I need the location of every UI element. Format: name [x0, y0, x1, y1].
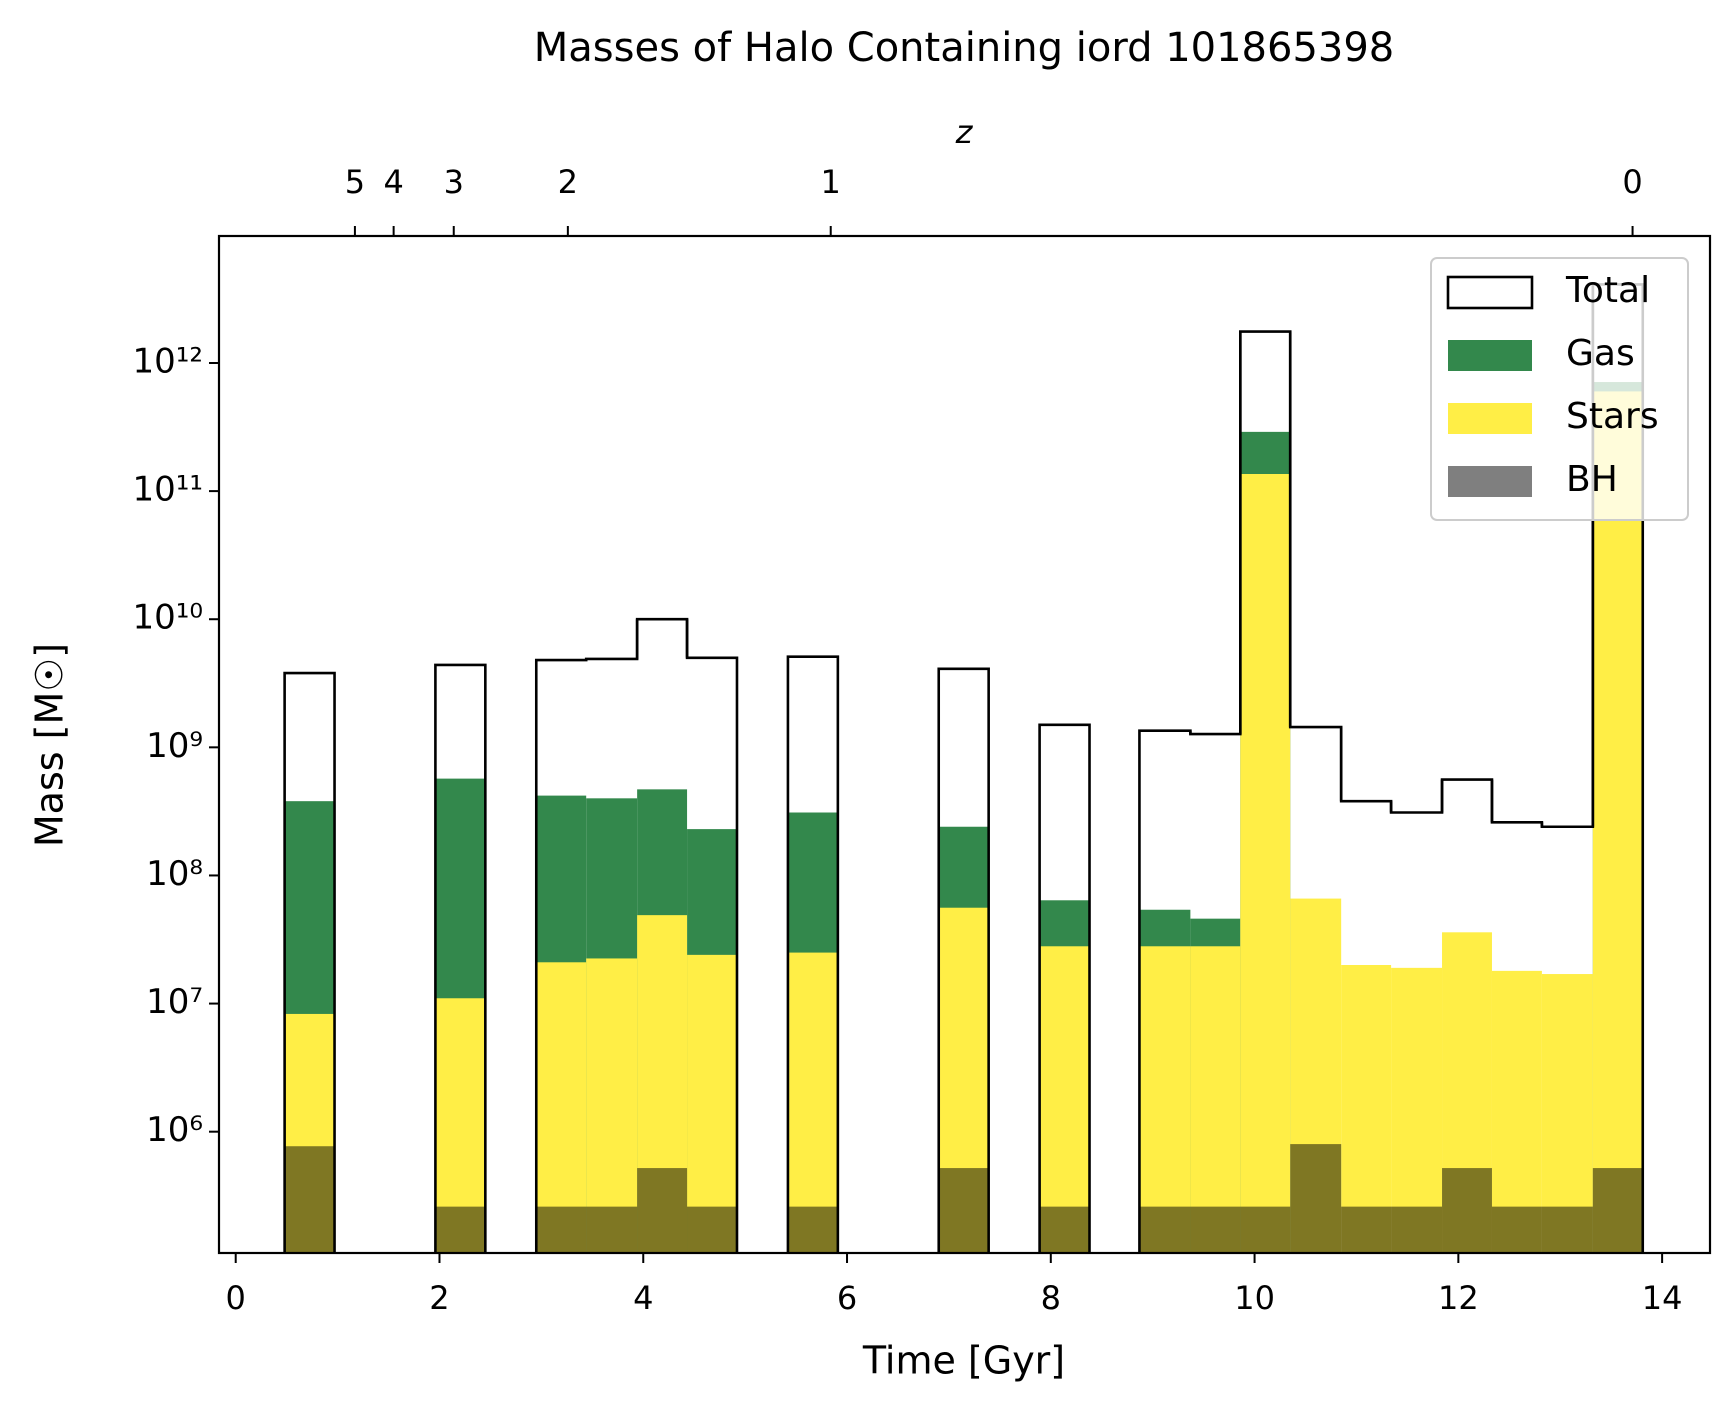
bar: [1341, 965, 1392, 1253]
x2-tick-label: 3: [444, 163, 464, 201]
y-tick-label: 10⁹: [146, 726, 203, 766]
total-step: [937, 667, 990, 1253]
x2-axis-label: z: [955, 113, 974, 151]
y-tick-label: 10⁶: [146, 1110, 203, 1150]
total-step: [786, 655, 840, 1253]
bar: [1190, 946, 1241, 1253]
x-axis-label: Time [Gyr]: [862, 1339, 1065, 1383]
bar: [536, 962, 587, 1253]
bar: [1442, 1168, 1492, 1253]
y-tick-label: 10⁸: [146, 854, 203, 894]
total-step: [434, 663, 487, 1253]
bar: [536, 1206, 587, 1253]
legend-swatch: [1448, 340, 1532, 371]
total-step: [635, 617, 689, 659]
bar: [787, 1206, 838, 1253]
total-step: [1189, 331, 1242, 736]
y-tick-label: 10¹¹: [132, 470, 203, 510]
legend-label: Total: [1565, 270, 1650, 311]
y-tick-label: 10¹⁰: [132, 598, 203, 638]
bar: [1240, 1206, 1291, 1253]
x2-tick-label: 1: [821, 163, 841, 201]
legend-label: Stars: [1566, 396, 1659, 437]
bar: [687, 954, 737, 1253]
bar: [1039, 946, 1090, 1253]
legend-box: [1430, 257, 1689, 521]
x-tick-label: 0: [226, 1279, 246, 1317]
total-step: [1490, 779, 1544, 827]
bar: [586, 958, 638, 1253]
x-tick-label: 10: [1234, 1279, 1275, 1317]
x-tick-label: 2: [429, 1279, 449, 1317]
bar: [1240, 473, 1291, 1254]
bar: [687, 1206, 737, 1253]
bar: [1391, 1206, 1443, 1253]
x-tick-label: 12: [1438, 1279, 1479, 1317]
bar: [1592, 1168, 1643, 1253]
bar: [1491, 970, 1542, 1253]
x2-tick-label: 2: [558, 163, 578, 201]
y-tick-label: 10¹²: [132, 341, 203, 381]
legend-swatch: [1446, 275, 1534, 310]
x2-tick-label: 5: [345, 163, 365, 201]
y-axis-label: Mass [M☉]: [28, 643, 72, 847]
total-step: [1440, 778, 1494, 823]
total-step: [1288, 331, 1343, 802]
bar: [1491, 1206, 1542, 1253]
bar: [1039, 1206, 1090, 1253]
total-step: [1038, 723, 1091, 1253]
total-step: [685, 619, 739, 1253]
legend-label: Gas: [1566, 333, 1635, 374]
x-tick-label: 4: [633, 1279, 653, 1317]
bar: [1541, 1206, 1593, 1253]
legend-label: BH: [1566, 459, 1618, 500]
plot-frame: [217, 234, 1712, 1255]
bar: [1541, 974, 1593, 1253]
legend-swatch: [1448, 403, 1532, 434]
bar: [435, 1206, 486, 1253]
x-tick-label: 14: [1642, 1279, 1683, 1317]
bar: [1290, 1144, 1342, 1253]
bar: [637, 1168, 688, 1253]
bar: [787, 952, 838, 1253]
x2-tick-label: 0: [1622, 163, 1642, 201]
bar: [1190, 1206, 1241, 1253]
bar: [1139, 946, 1191, 1253]
x2-tick-label: 4: [383, 163, 403, 201]
total-step: [1339, 727, 1393, 813]
bar: [284, 1146, 335, 1253]
total-step: [1389, 779, 1444, 814]
bar: [1341, 1206, 1392, 1253]
bar: [1391, 967, 1443, 1253]
bar: [938, 1168, 989, 1253]
total-step: [584, 619, 639, 661]
bar: [586, 1206, 638, 1253]
x-tick-label: 6: [837, 1279, 857, 1317]
legend-swatch: [1448, 466, 1532, 497]
x-tick-label: 8: [1041, 1279, 1061, 1317]
y-tick-label: 10⁷: [146, 982, 203, 1022]
bar: [1592, 391, 1643, 1254]
total-step: [283, 671, 336, 1253]
bar: [1139, 1206, 1191, 1253]
chart-title: Masses of Halo Containing iord 101865398: [534, 25, 1395, 71]
